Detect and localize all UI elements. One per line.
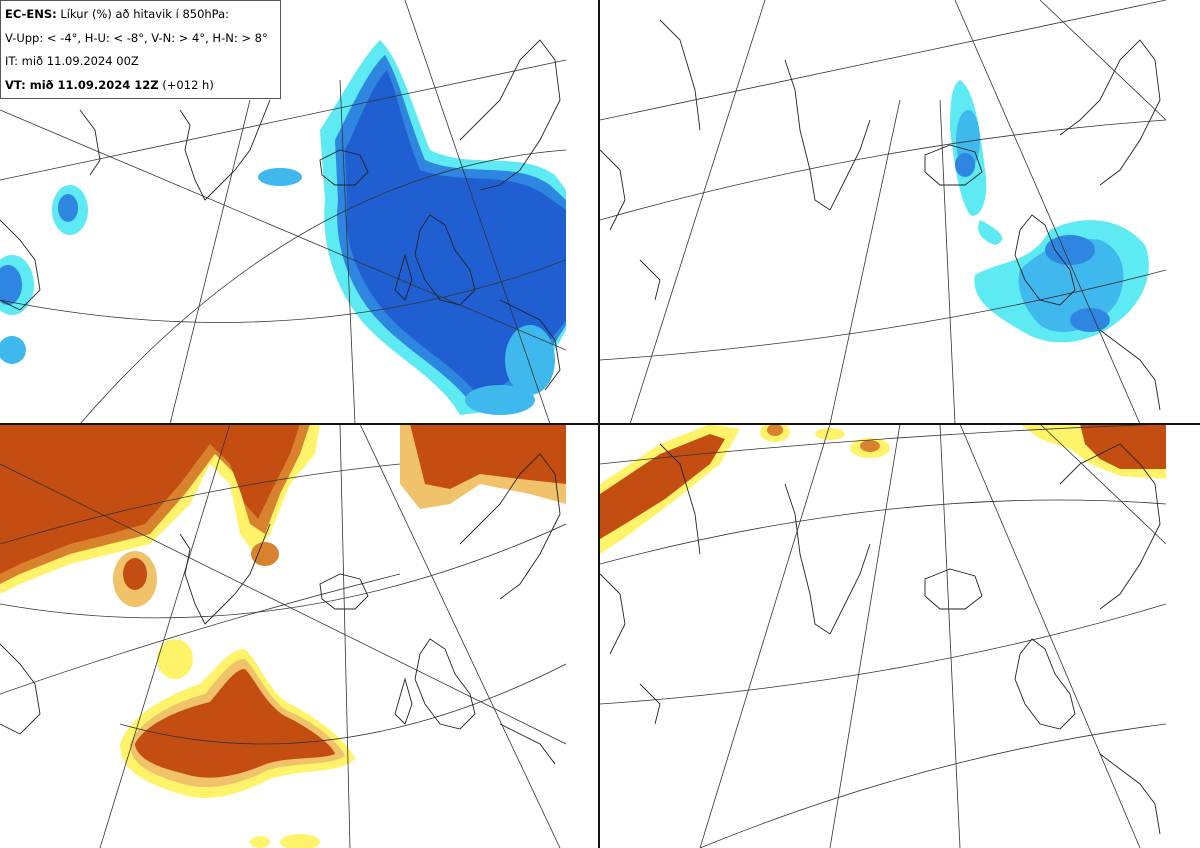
title-text: Líkur (%) að hitavik í 850hPa: — [56, 7, 230, 21]
panel-divider-horizontal — [0, 423, 1200, 425]
model-name: EC-ENS: — [5, 7, 57, 21]
graticule — [600, 424, 1166, 848]
coastlines — [600, 443, 1161, 835]
graticule — [0, 0, 566, 424]
graticule — [0, 424, 566, 848]
lead-time: (+012 h) — [158, 77, 214, 92]
valid-time-line: VT: mið 11.09.2024 12Z (+012 h) — [5, 75, 276, 99]
forecast-info-box: EC-ENS: Líkur (%) að hitavik í 850hPa: V… — [0, 0, 281, 99]
map-panel-h-n: 100 95 65 35 5 — [600, 424, 1166, 848]
map-h-u — [600, 0, 1166, 424]
probability-field — [0, 40, 566, 415]
coastlines — [600, 19, 1161, 411]
thresholds-line: V-Upp: < -4°, H-U: < -8°, V-N: > 4°, H-N… — [5, 30, 268, 45]
map-panel-v-n: 100 95 65 35 5 — [0, 424, 566, 848]
map-h-n — [600, 424, 1166, 848]
map-panel-v-upp: 100 95 65 35 5 — [0, 0, 566, 424]
coastlines — [0, 453, 561, 765]
valid-time: VT: mið 11.09.2024 12Z — [5, 77, 159, 92]
probability-field — [0, 424, 566, 848]
coastlines — [0, 39, 561, 391]
probability-field — [950, 80, 1149, 343]
info-title-line: EC-ENS: Líkur (%) að hitavik í 850hPa: — [5, 4, 276, 28]
probability-field — [600, 424, 1166, 554]
graticule — [600, 0, 1166, 424]
map-v-n — [0, 424, 566, 848]
map-v-upp — [0, 0, 566, 424]
map-panel-h-u: 100 95 65 35 5 — [600, 0, 1166, 424]
init-time-line: IT: mið 11.09.2024 00Z — [5, 54, 139, 68]
